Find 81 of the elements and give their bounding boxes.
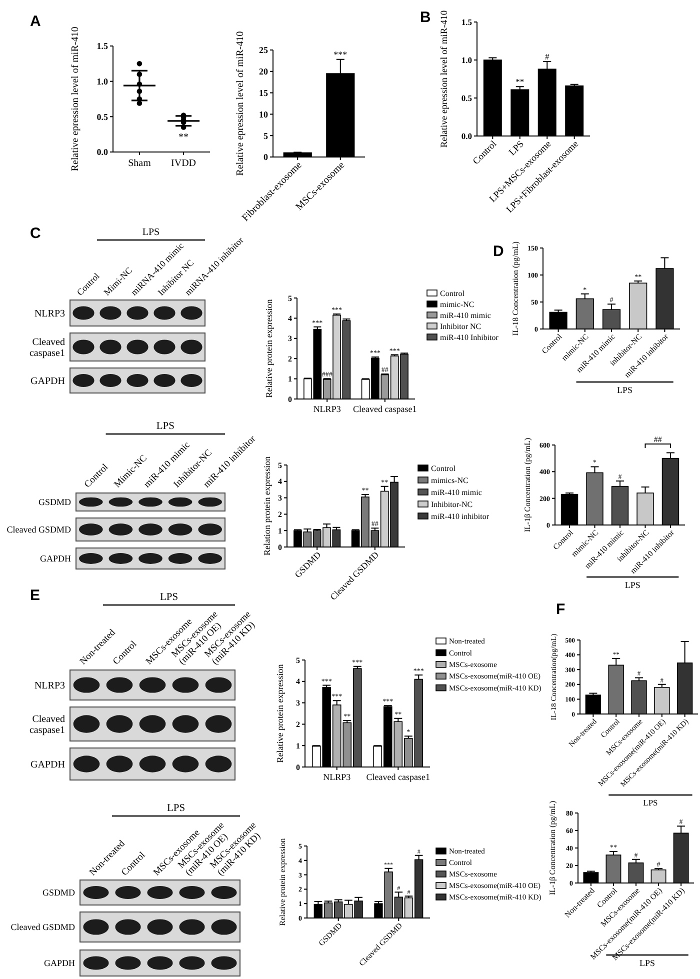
y-tick-label: 0 <box>288 394 292 404</box>
y-tick-label: 4 <box>296 677 300 686</box>
y-tick-label: 1.0 <box>461 54 472 65</box>
y-tick-label: 2 <box>296 720 300 729</box>
legend-label: miR-410 inhibitor <box>431 512 490 521</box>
category-label: GSDMD <box>38 497 71 508</box>
y-tick-label: 3 <box>278 494 282 503</box>
y-axis-title: Relation protein expression <box>262 456 272 556</box>
y-tick-label: 5 <box>264 130 268 141</box>
y-tick-label: 4 <box>278 477 282 486</box>
text: A <box>30 13 41 30</box>
text: LPS <box>617 385 633 395</box>
x-tick-label: NLRP3 <box>323 772 352 782</box>
y-axis-title: IL-18 Concentration (pg/mL) <box>511 241 520 336</box>
y-tick-label: 1.5 <box>96 41 108 52</box>
y-tick-label: 0.5 <box>461 92 472 103</box>
text: LPS <box>156 421 175 432</box>
legend-label: miR-410 mimic <box>440 310 492 320</box>
data-label: *** <box>334 49 348 60</box>
y-tick-label: 5 <box>288 294 292 303</box>
y-axis-title: Relative protein expression <box>264 298 274 398</box>
legend-label: Inhibitor NC <box>440 322 482 331</box>
y-tick-label: 0.0 <box>461 130 472 141</box>
text: F <box>556 601 566 618</box>
annotation: ** <box>178 132 189 143</box>
y-tick-label: 2 <box>288 354 292 364</box>
y-tick-label: 15 <box>259 88 268 98</box>
y-axis-title: IL-1β Concentration (pg/mL) <box>523 438 532 532</box>
text: E <box>30 587 40 604</box>
x-tick-label: IVDD <box>171 158 196 169</box>
legend-label: Control <box>431 464 456 473</box>
y-tick-label: 0 <box>264 152 268 162</box>
category-label: GAPDH <box>40 554 71 564</box>
y-tick-label: 5 <box>278 460 282 470</box>
y-tick-label: 0.0 <box>96 147 108 158</box>
y-tick-label: 4 <box>288 314 292 323</box>
data-label: ** <box>516 76 524 87</box>
y-axis-title: Relative protein expression <box>275 664 285 763</box>
y-tick-label: 1.5 <box>461 16 472 27</box>
text: LPS <box>160 592 178 603</box>
y-tick-label: 1.0 <box>96 76 108 86</box>
y-tick-label: 1 <box>288 374 292 384</box>
legend-label: mimics-NC <box>431 476 468 485</box>
text: D <box>493 243 504 260</box>
y-axis-title: Relative epression level of miR-410 <box>440 10 450 148</box>
y-tick-label: 0 <box>278 542 282 552</box>
category-label: GAPDH <box>30 376 65 387</box>
y-axis-title: Relative protein expression <box>278 838 287 926</box>
text: LPS <box>166 803 186 814</box>
legend-label: miR-410 mimic <box>431 488 482 497</box>
y-tick-label: 5 <box>296 656 300 665</box>
legend-label: Control <box>440 288 466 298</box>
x-tick-label: Cleaved caspase1 <box>366 772 430 782</box>
y-tick-label: 0 <box>296 762 300 772</box>
text: ## <box>654 435 662 444</box>
text: LPS <box>142 227 160 238</box>
text: LPS <box>643 798 658 808</box>
category-label: GAPDH <box>30 760 65 770</box>
category-label: GAPDH <box>44 958 75 968</box>
y-tick-label: 1 <box>296 741 300 750</box>
y-tick-label: 3 <box>296 698 300 708</box>
y-tick-label: 3 <box>288 334 292 344</box>
y-axis-title: Relative epression level of miR-410 <box>235 31 246 176</box>
y-axis-title: IL-1β Concentration (pg/mL) <box>548 800 557 896</box>
y-tick-label: 10 <box>259 109 268 120</box>
data-label: # <box>544 52 550 62</box>
y-tick-label: 1 <box>278 526 282 536</box>
legend-label: mimic-NC <box>440 300 474 309</box>
y-tick-label: 2 <box>278 510 282 519</box>
legend-label: Inhibitor-NC <box>431 500 473 509</box>
category-label: NLRP3 <box>34 680 65 692</box>
x-tick-label: Sham <box>128 158 152 169</box>
y-tick-label: 25 <box>259 45 268 56</box>
category-label: NLRP3 <box>34 308 65 320</box>
text: B <box>420 9 431 26</box>
legend-label: miR-410 Inhibitor <box>440 332 499 342</box>
y-axis-title: Relative epression level of miR-410 <box>70 26 81 172</box>
y-tick-label: 0.5 <box>96 112 108 122</box>
text: LPS <box>624 580 640 590</box>
y-tick-label: 20 <box>259 66 268 77</box>
text: C <box>30 225 41 242</box>
